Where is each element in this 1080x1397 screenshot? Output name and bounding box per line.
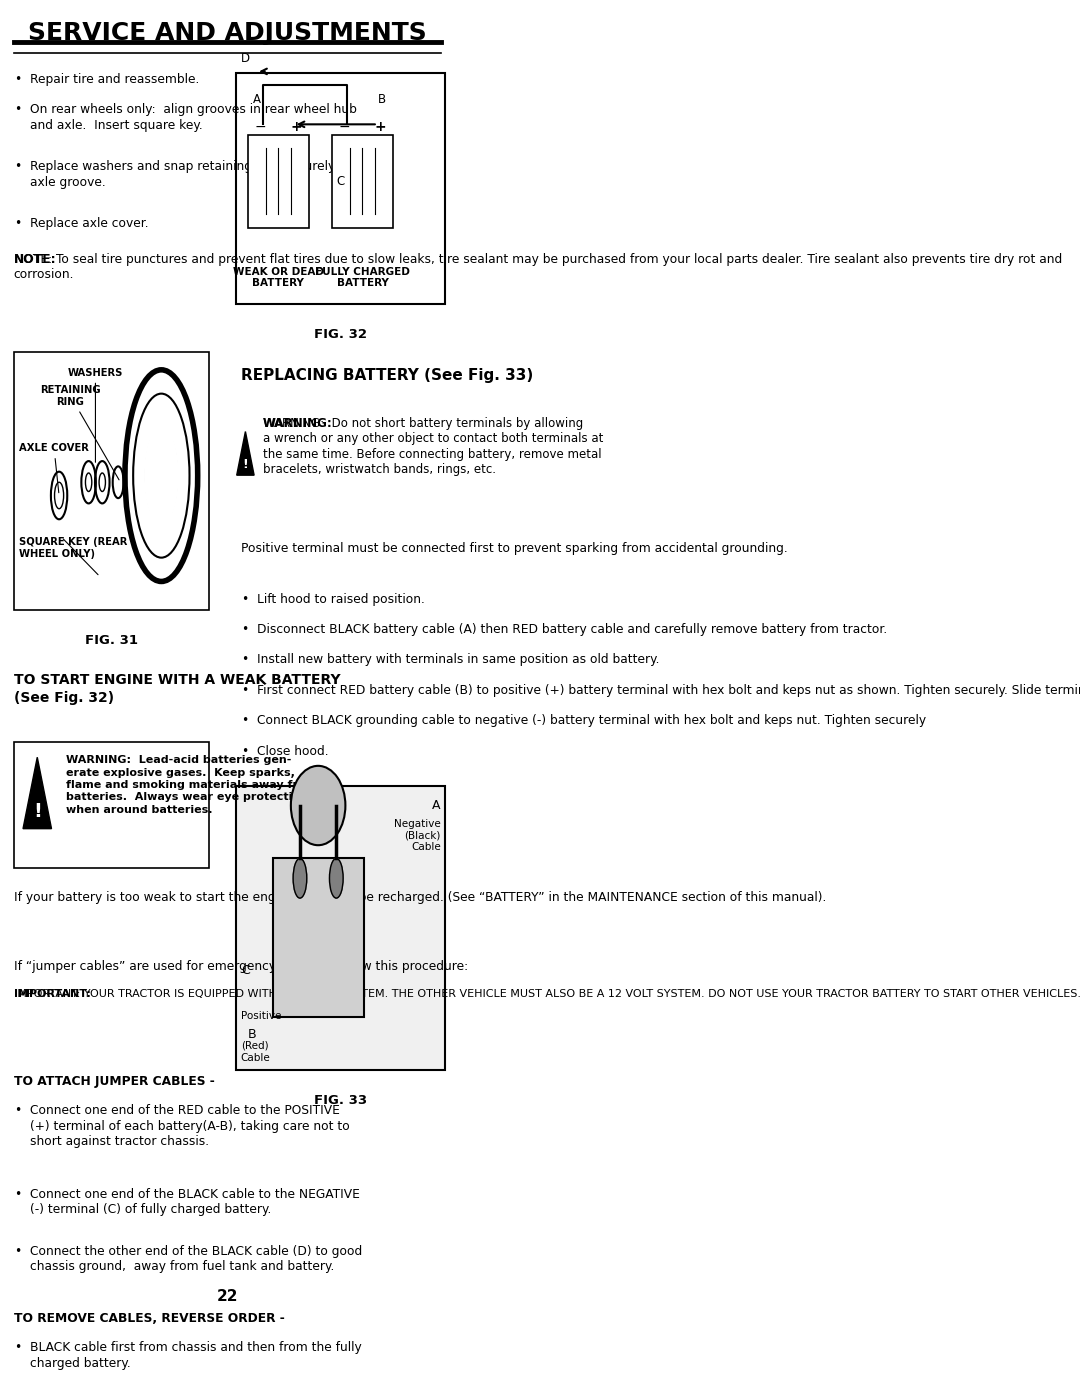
Text: •: •	[241, 623, 248, 636]
Text: •: •	[241, 714, 248, 728]
Text: SERVICE AND ADJUSTMENTS: SERVICE AND ADJUSTMENTS	[28, 21, 427, 45]
Text: •: •	[14, 1105, 21, 1118]
Text: Replace washers and snap retaining ring securely in
axle groove.: Replace washers and snap retaining ring …	[29, 161, 350, 189]
Text: Disconnect BLACK battery cable (A) then RED battery cable and carefully remove b: Disconnect BLACK battery cable (A) then …	[257, 623, 887, 636]
Text: If “jumper cables” are used for emergency starting, follow this procedure:: If “jumper cables” are used for emergenc…	[14, 960, 468, 974]
Text: •: •	[241, 654, 248, 666]
Text: +: +	[291, 120, 301, 134]
Text: IMPORTANT: YOUR TRACTOR IS EQUIPPED WITH A 12 VOLT SYSTEM. THE OTHER VEHICLE MUS: IMPORTANT: YOUR TRACTOR IS EQUIPPED WITH…	[14, 989, 1080, 999]
Text: •: •	[14, 161, 21, 173]
Text: Connect one end of the BLACK cable to the NEGATIVE
(-) terminal (C) of fully cha: Connect one end of the BLACK cable to th…	[29, 1187, 360, 1217]
Text: •: •	[14, 73, 21, 85]
Text: WARNING:  Do not short battery terminals by allowing
a wrench or any other objec: WARNING: Do not short battery terminals …	[262, 416, 603, 476]
Text: Positive terminal must be connected first to prevent sparking from accidental gr: Positive terminal must be connected firs…	[241, 542, 787, 555]
Circle shape	[293, 858, 307, 898]
Text: Replace axle cover.: Replace axle cover.	[29, 217, 148, 231]
Text: C: C	[241, 964, 249, 978]
Text: Connect one end of the RED cable to the POSITIVE
(+) terminal of each battery(A-: Connect one end of the RED cable to the …	[29, 1105, 349, 1148]
Ellipse shape	[291, 766, 346, 845]
Text: •: •	[14, 217, 21, 231]
Text: RETAINING
RING: RETAINING RING	[40, 386, 119, 479]
Text: Negative
(Black)
Cable: Negative (Black) Cable	[394, 819, 441, 852]
Text: •: •	[241, 745, 248, 757]
Text: −: −	[255, 120, 267, 134]
Text: !: !	[243, 458, 248, 471]
Text: Repair tire and reassemble.: Repair tire and reassemble.	[29, 73, 199, 85]
FancyBboxPatch shape	[332, 136, 393, 228]
FancyBboxPatch shape	[237, 411, 445, 522]
FancyBboxPatch shape	[237, 785, 445, 1070]
Text: A: A	[253, 92, 261, 106]
Text: AXLE COVER: AXLE COVER	[19, 443, 89, 493]
Text: If your battery is too weak to start the engine, it should be recharged. (See “B: If your battery is too weak to start the…	[14, 891, 826, 904]
FancyBboxPatch shape	[14, 352, 210, 609]
Text: +: +	[375, 120, 386, 134]
Polygon shape	[237, 432, 254, 475]
Circle shape	[154, 455, 168, 496]
FancyBboxPatch shape	[272, 858, 364, 1017]
Text: C: C	[337, 175, 346, 187]
Text: Connect the other end of the BLACK cable (D) to good
chassis ground,  away from : Connect the other end of the BLACK cable…	[29, 1245, 362, 1273]
Text: Positive: Positive	[241, 1010, 281, 1021]
Text: D: D	[241, 52, 249, 64]
Text: NOTE: To seal tire punctures and prevent flat tires due to slow leaks, tire seal: NOTE: To seal tire punctures and prevent…	[14, 253, 1062, 281]
Text: FIG. 33: FIG. 33	[314, 1094, 367, 1106]
Text: !: !	[32, 802, 42, 821]
Text: Connect BLACK grounding cable to negative (-) battery terminal with hex bolt and: Connect BLACK grounding cable to negativ…	[257, 714, 926, 728]
FancyBboxPatch shape	[14, 742, 210, 868]
Text: WASHERS: WASHERS	[68, 367, 123, 462]
Text: SQUARE KEY (REAR
WHEEL ONLY): SQUARE KEY (REAR WHEEL ONLY)	[19, 536, 127, 559]
Text: •: •	[14, 1187, 21, 1201]
Circle shape	[144, 425, 178, 525]
FancyBboxPatch shape	[247, 136, 309, 228]
Text: First connect RED battery cable (B) to positive (+) battery terminal with hex bo: First connect RED battery cable (B) to p…	[257, 683, 1080, 697]
Text: Install new battery with terminals in same position as old battery.: Install new battery with terminals in sa…	[257, 654, 659, 666]
Text: TO START ENGINE WITH A WEAK BATTERY
(See Fig. 32): TO START ENGINE WITH A WEAK BATTERY (See…	[14, 673, 340, 704]
Circle shape	[329, 858, 343, 898]
Text: Lift hood to raised position.: Lift hood to raised position.	[257, 592, 424, 605]
FancyBboxPatch shape	[237, 73, 445, 305]
Text: WARNING:: WARNING:	[262, 416, 333, 430]
Text: B: B	[378, 92, 387, 106]
Text: REPLACING BATTERY (See Fig. 33): REPLACING BATTERY (See Fig. 33)	[241, 367, 534, 383]
Text: On rear wheels only:  align grooves in rear wheel hub
and axle.  Insert square k: On rear wheels only: align grooves in re…	[29, 103, 356, 131]
Text: TO ATTACH JUMPER CABLES -: TO ATTACH JUMPER CABLES -	[14, 1076, 215, 1088]
Text: FULLY CHARGED
BATTERY: FULLY CHARGED BATTERY	[315, 267, 410, 288]
Text: FIG. 32: FIG. 32	[314, 328, 367, 341]
Text: FIG. 31: FIG. 31	[85, 634, 138, 647]
Polygon shape	[23, 757, 52, 828]
Text: −: −	[339, 120, 351, 134]
Text: •: •	[14, 1245, 21, 1257]
Text: WEAK OR DEAD
BATTERY: WEAK OR DEAD BATTERY	[233, 267, 324, 288]
Text: 22: 22	[216, 1288, 238, 1303]
Text: •: •	[14, 1341, 21, 1354]
Text: Close hood.: Close hood.	[257, 745, 328, 757]
Text: WARNING:  Lead-acid batteries gen-
erate explosive gases.  Keep sparks,
flame an: WARNING: Lead-acid batteries gen- erate …	[66, 756, 318, 814]
Text: •: •	[241, 683, 248, 697]
Text: •: •	[14, 103, 21, 116]
Text: •: •	[241, 592, 248, 605]
Text: (Red)
Cable: (Red) Cable	[241, 1041, 271, 1063]
Text: NOTE:: NOTE:	[14, 253, 56, 265]
Text: IMPORTANT:: IMPORTANT:	[14, 989, 91, 999]
Text: A: A	[432, 799, 441, 812]
Text: TO REMOVE CABLES, REVERSE ORDER -: TO REMOVE CABLES, REVERSE ORDER -	[14, 1312, 284, 1326]
Text: B: B	[247, 1028, 256, 1041]
Text: BLACK cable first from chassis and then from the fully
charged battery.: BLACK cable first from chassis and then …	[29, 1341, 362, 1369]
